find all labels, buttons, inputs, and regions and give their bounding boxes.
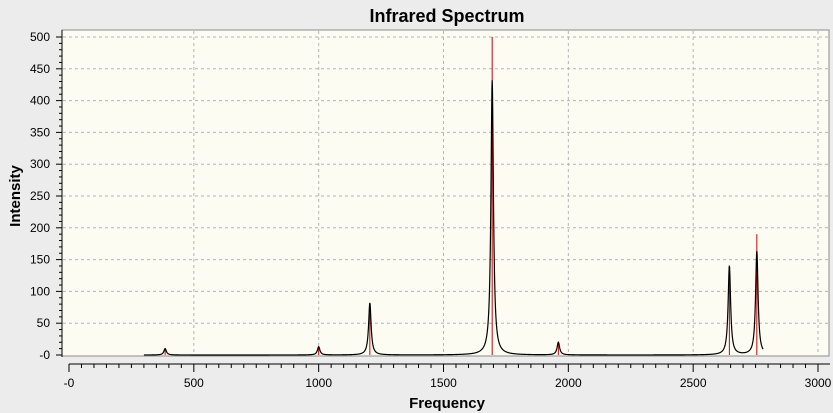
- x-tick-label: 3000: [805, 376, 832, 390]
- y-tick-label: 350: [30, 125, 50, 139]
- y-tick-label: 200: [30, 221, 50, 235]
- y-tick-label: 150: [30, 253, 50, 267]
- chart-title: Infrared Spectrum: [369, 6, 524, 26]
- y-tick-label: 500: [30, 30, 50, 44]
- x-tick-label: 2000: [555, 376, 582, 390]
- x-tick-label: 2500: [680, 376, 707, 390]
- x-tick-label: 1000: [305, 376, 332, 390]
- y-axis-label: Intensity: [7, 165, 24, 227]
- y-tick-label: 400: [30, 94, 50, 108]
- spectrum-line: [143, 80, 764, 356]
- y-tick-label: 100: [30, 284, 50, 298]
- y-tick-label: 450: [30, 62, 50, 76]
- x-axis: -0 500 1000 1500 2000 2500 3000: [64, 363, 832, 390]
- y-tick-label: 250: [30, 189, 50, 203]
- y-axis: -0 50 100 150 200 250 300 350 400 450 500: [30, 30, 63, 362]
- x-tick-label: 500: [184, 376, 204, 390]
- x-tick-label: 1500: [430, 376, 457, 390]
- x-axis-label: Frequency: [409, 395, 486, 412]
- y-tick-label: 300: [30, 157, 50, 171]
- plot-area: [61, 29, 830, 357]
- grid-lines: [63, 31, 828, 355]
- y-tick-label: 50: [37, 316, 51, 330]
- broadened-spectrum: [143, 80, 764, 356]
- x-tick-label: -0: [64, 376, 75, 390]
- y-tick-label: -0: [39, 348, 50, 362]
